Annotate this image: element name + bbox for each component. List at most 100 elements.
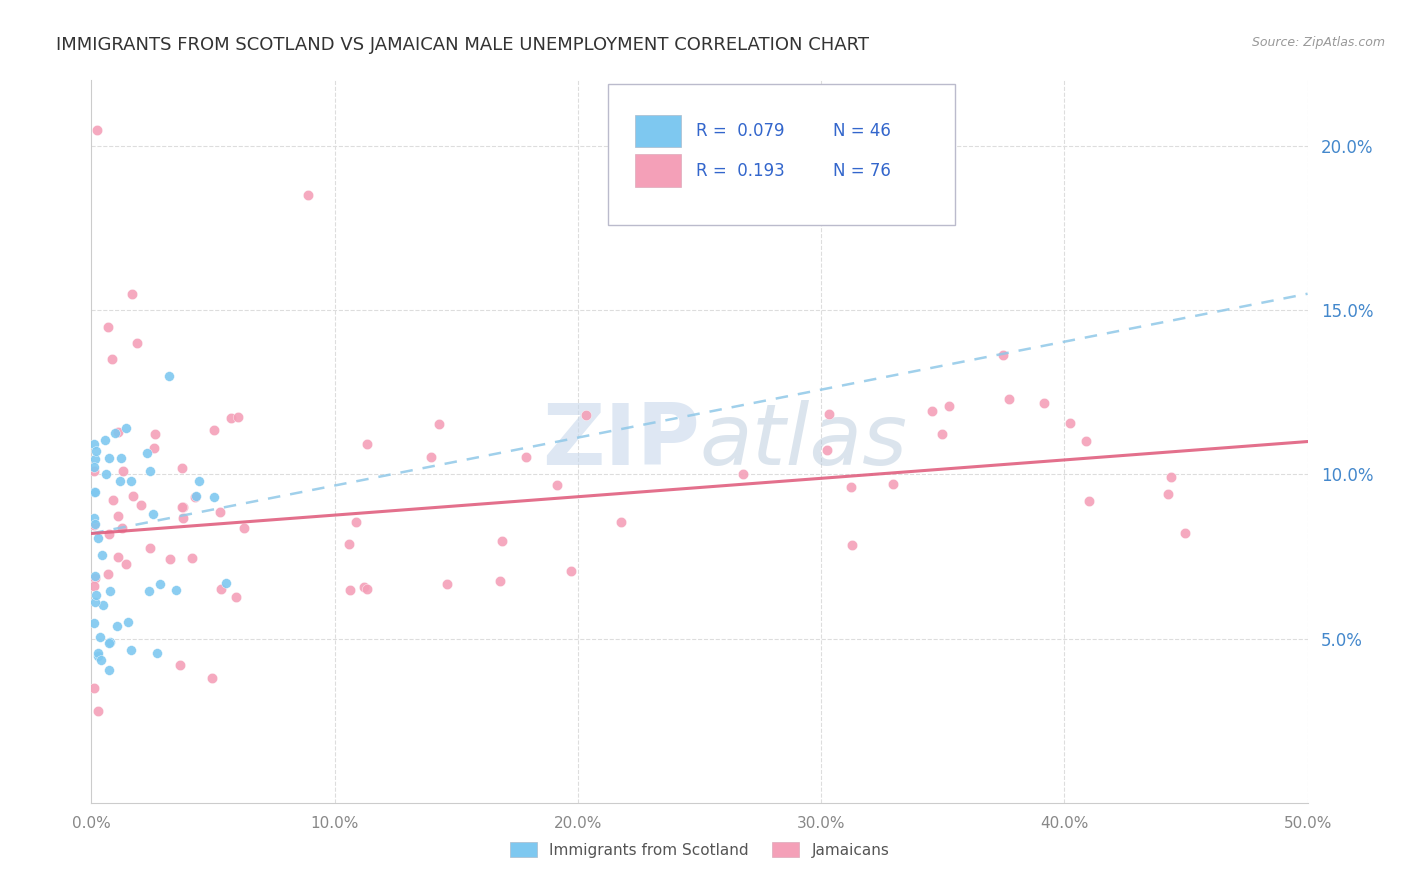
Point bbox=[107, 425, 129, 440]
Point bbox=[202, 491, 225, 505]
Point bbox=[98, 584, 121, 599]
Point bbox=[97, 567, 120, 582]
Point bbox=[87, 704, 110, 718]
Point bbox=[129, 498, 152, 512]
Point bbox=[148, 576, 170, 591]
FancyBboxPatch shape bbox=[609, 84, 955, 225]
Point bbox=[127, 336, 149, 351]
Point bbox=[356, 437, 378, 451]
Text: R =  0.079: R = 0.079 bbox=[696, 122, 785, 140]
Point bbox=[138, 584, 160, 599]
Point bbox=[122, 489, 145, 503]
Point bbox=[733, 467, 755, 482]
Bar bbox=[636, 154, 682, 186]
Point bbox=[515, 450, 537, 464]
Point bbox=[233, 521, 256, 535]
Point bbox=[201, 671, 224, 685]
Point bbox=[89, 653, 111, 667]
Point bbox=[98, 635, 121, 649]
Point bbox=[938, 399, 960, 413]
Point bbox=[87, 646, 110, 660]
Point bbox=[1174, 526, 1197, 541]
Point bbox=[297, 188, 319, 202]
Point bbox=[139, 541, 162, 555]
Point bbox=[115, 421, 138, 435]
Point bbox=[491, 533, 513, 548]
Point bbox=[436, 577, 458, 591]
Point bbox=[1157, 487, 1180, 501]
Point bbox=[91, 598, 114, 612]
Point bbox=[1074, 434, 1097, 448]
Point bbox=[111, 521, 134, 535]
Point bbox=[186, 489, 208, 503]
Point bbox=[356, 582, 378, 596]
Point bbox=[91, 548, 114, 562]
Point bbox=[84, 451, 107, 466]
Point bbox=[103, 493, 125, 508]
Point bbox=[209, 505, 232, 519]
Point bbox=[546, 478, 568, 492]
Text: N = 76: N = 76 bbox=[834, 161, 891, 179]
Point bbox=[121, 286, 143, 301]
Point bbox=[98, 527, 121, 541]
Point bbox=[84, 568, 107, 582]
Text: Source: ZipAtlas.com: Source: ZipAtlas.com bbox=[1251, 36, 1385, 49]
Point bbox=[219, 411, 242, 425]
Point bbox=[931, 426, 953, 441]
Point bbox=[209, 582, 232, 597]
Text: IMMIGRANTS FROM SCOTLAND VS JAMAICAN MALE UNEMPLOYMENT CORRELATION CHART: IMMIGRANTS FROM SCOTLAND VS JAMAICAN MAL… bbox=[56, 36, 869, 54]
Point bbox=[97, 319, 120, 334]
Point bbox=[117, 615, 139, 630]
Point bbox=[83, 579, 105, 593]
Point bbox=[225, 590, 247, 604]
Point bbox=[489, 574, 512, 588]
Point bbox=[84, 517, 107, 532]
Point bbox=[83, 460, 105, 475]
Point bbox=[83, 595, 105, 609]
Point bbox=[83, 484, 105, 499]
Point bbox=[998, 392, 1021, 407]
Point bbox=[817, 408, 839, 422]
Point bbox=[146, 646, 169, 660]
Point bbox=[427, 417, 450, 432]
Point bbox=[87, 648, 110, 663]
Point bbox=[139, 464, 162, 478]
Point bbox=[83, 511, 105, 525]
Point bbox=[83, 518, 105, 533]
Point bbox=[101, 352, 124, 367]
Point bbox=[172, 511, 194, 525]
Point bbox=[180, 551, 202, 566]
Text: N = 46: N = 46 bbox=[834, 122, 891, 140]
Point bbox=[98, 663, 121, 677]
Point bbox=[97, 450, 120, 465]
Point bbox=[165, 582, 187, 597]
Point bbox=[120, 642, 142, 657]
Point bbox=[111, 464, 134, 478]
Point bbox=[420, 450, 443, 464]
Point bbox=[1078, 494, 1101, 508]
Point bbox=[202, 423, 225, 437]
Point bbox=[187, 474, 209, 488]
Point bbox=[339, 583, 361, 598]
Point bbox=[94, 467, 117, 481]
Legend: Immigrants from Scotland, Jamaicans: Immigrants from Scotland, Jamaicans bbox=[503, 836, 896, 863]
Point bbox=[170, 500, 193, 515]
Bar bbox=[636, 114, 682, 147]
Point bbox=[172, 460, 194, 475]
Point bbox=[98, 636, 121, 650]
Point bbox=[83, 616, 105, 631]
Point bbox=[105, 619, 128, 633]
Point bbox=[87, 531, 110, 545]
Point bbox=[1033, 396, 1056, 410]
Point bbox=[83, 681, 105, 695]
Point bbox=[157, 368, 180, 383]
Point bbox=[344, 515, 367, 529]
Point bbox=[839, 479, 862, 493]
Point bbox=[991, 348, 1014, 362]
Point bbox=[1059, 416, 1081, 430]
Point bbox=[114, 557, 136, 571]
Point bbox=[83, 484, 105, 499]
Point bbox=[108, 474, 131, 488]
Point bbox=[84, 444, 107, 458]
Point bbox=[172, 500, 194, 514]
